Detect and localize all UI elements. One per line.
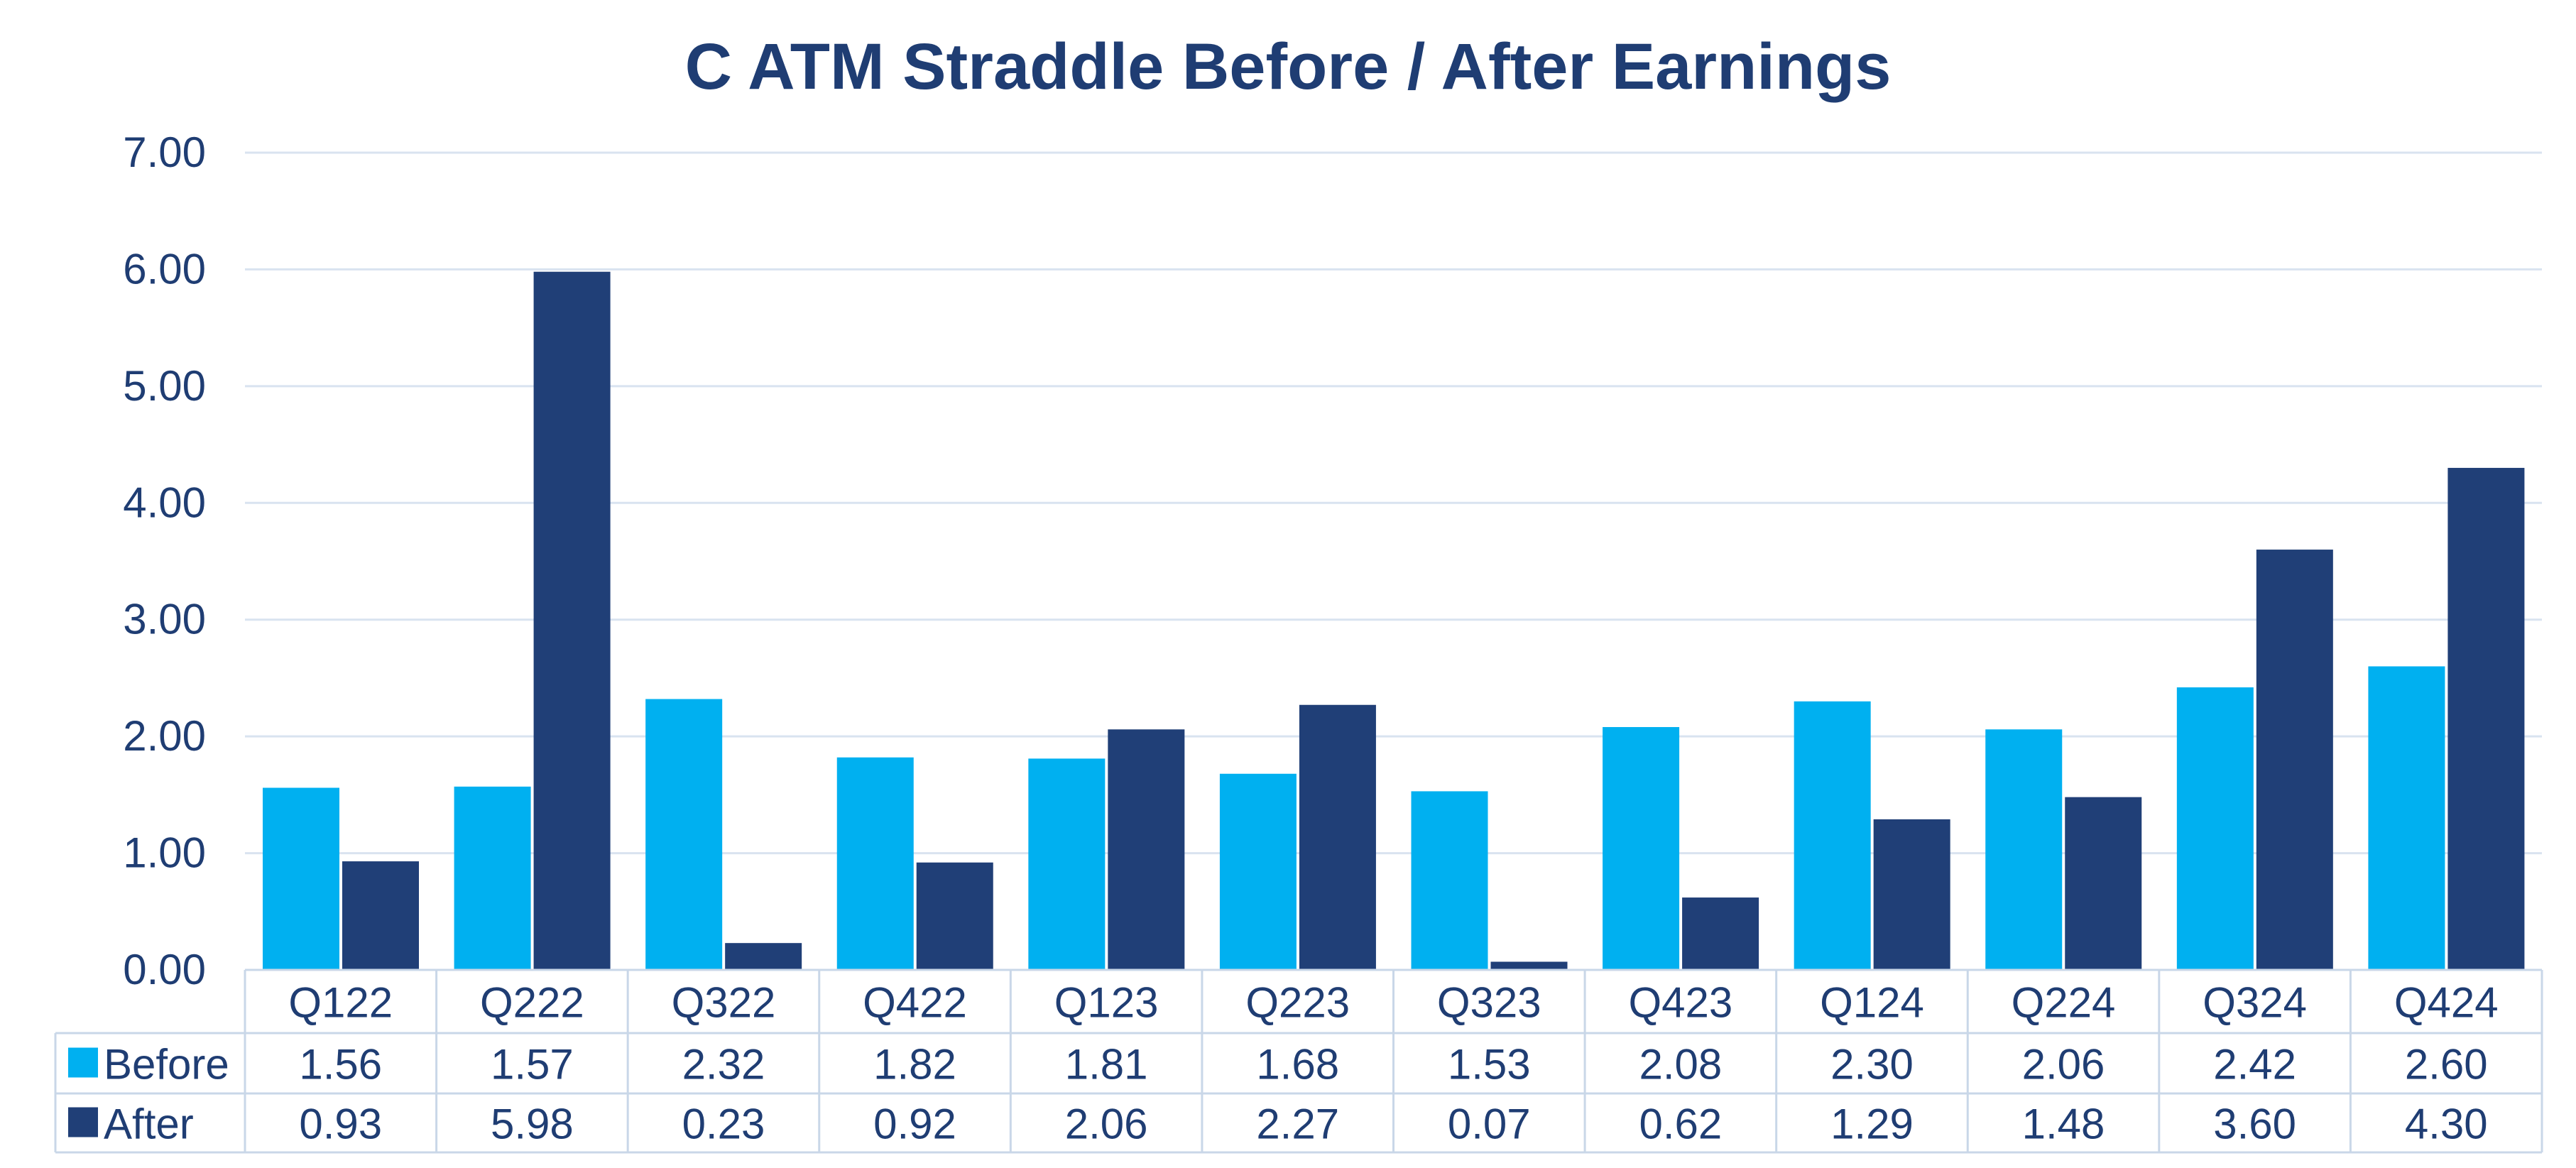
y-tick-label: 1.00: [123, 829, 206, 877]
x-tick-label: Q324: [2203, 979, 2307, 1027]
bar-before-q122: [263, 787, 339, 970]
bar-after-q323: [1490, 961, 1568, 970]
data-label: 4.30: [2405, 1101, 2488, 1148]
chart-title: C ATM Straddle Before / After Earnings: [685, 31, 1892, 103]
bar-after-q123: [1108, 729, 1185, 970]
data-label: 2.27: [1256, 1101, 1339, 1148]
bar-after-q122: [342, 861, 419, 970]
x-tick-label: Q322: [672, 979, 776, 1027]
bar-before-q324: [2176, 687, 2254, 970]
y-axis: 7.00 6.00 5.00 4.00 3.00 2.00 1.00 0.00: [123, 129, 206, 993]
x-tick-label: Q224: [2012, 979, 2116, 1027]
data-label: 2.08: [1639, 1041, 1722, 1088]
bar-after-q422: [916, 862, 993, 970]
data-label: 2.42: [2213, 1041, 2296, 1088]
data-label: 2.30: [1830, 1041, 1914, 1088]
bar-after-q324: [2256, 550, 2333, 970]
bar-after-q224: [2065, 797, 2142, 970]
bar-before-q424: [2368, 666, 2445, 970]
data-label: 1.57: [491, 1041, 574, 1088]
y-tick-label: 0.00: [123, 946, 206, 993]
x-tick-label: Q123: [1054, 979, 1159, 1027]
bar-before-q422: [836, 757, 914, 970]
bar-after-q322: [725, 943, 802, 970]
data-table: Q122 Q222 Q322 Q422 Q123 Q223 Q323 Q423 Q124 Q224…: [54, 968, 2543, 1154]
bar-before-q123: [1028, 758, 1106, 970]
data-label: 0.07: [1448, 1101, 1531, 1148]
data-label: 1.48: [2022, 1101, 2105, 1148]
x-tick-label: Q124: [1820, 979, 1924, 1027]
bar-before-q124: [1794, 701, 1871, 970]
bar-before-q222: [454, 786, 531, 970]
data-label: 2.06: [2022, 1041, 2105, 1088]
x-tick-label: Q223: [1245, 979, 1350, 1027]
bar-after-q124: [1873, 819, 1950, 970]
bar-before-q223: [1219, 773, 1297, 970]
data-label: 2.60: [2405, 1041, 2488, 1088]
x-tick-label: Q424: [2394, 979, 2499, 1027]
data-label: 0.62: [1639, 1101, 1722, 1148]
x-tick-label: Q323: [1437, 979, 1541, 1027]
bar-after-q222: [533, 271, 611, 970]
bar-before-q323: [1411, 791, 1488, 970]
legend-label-after: After: [104, 1101, 194, 1148]
data-label: 3.60: [2213, 1101, 2296, 1148]
data-label: 1.81: [1065, 1041, 1148, 1088]
bar-before-q322: [645, 699, 723, 970]
bar-before-q224: [1985, 729, 2063, 970]
data-label: 1.68: [1256, 1041, 1339, 1088]
bar-after-q223: [1299, 704, 1376, 970]
y-tick-label: 2.00: [123, 712, 206, 760]
bar-after-q423: [1682, 897, 1759, 970]
y-tick-label: 7.00: [123, 129, 206, 176]
legend-key-after: [68, 1107, 98, 1137]
x-tick-label: Q222: [480, 979, 584, 1027]
data-label: 2.32: [682, 1041, 765, 1088]
y-tick-label: 5.00: [123, 362, 206, 410]
x-tick-label: Q122: [288, 979, 393, 1027]
legend-key-before: [68, 1047, 98, 1078]
data-label: 1.53: [1448, 1041, 1531, 1088]
data-label: 2.06: [1065, 1101, 1148, 1148]
y-tick-label: 4.00: [123, 479, 206, 526]
data-label: 0.92: [873, 1101, 956, 1148]
bar-before-q423: [1603, 726, 1680, 970]
bars: [263, 271, 2525, 970]
data-label: 5.98: [491, 1101, 574, 1148]
data-label: 0.23: [682, 1101, 765, 1148]
y-tick-label: 3.00: [123, 596, 206, 643]
legend-label-before: Before: [104, 1041, 229, 1088]
data-label: 1.56: [299, 1041, 382, 1088]
y-tick-label: 6.00: [123, 245, 206, 293]
x-tick-label: Q422: [863, 979, 967, 1027]
gridlines: [245, 151, 2542, 855]
data-label: 1.29: [1830, 1101, 1914, 1148]
bar-after-q424: [2447, 467, 2525, 970]
data-label: 0.93: [299, 1101, 382, 1148]
x-tick-label: Q423: [1628, 979, 1732, 1027]
data-label: 1.82: [873, 1041, 956, 1088]
